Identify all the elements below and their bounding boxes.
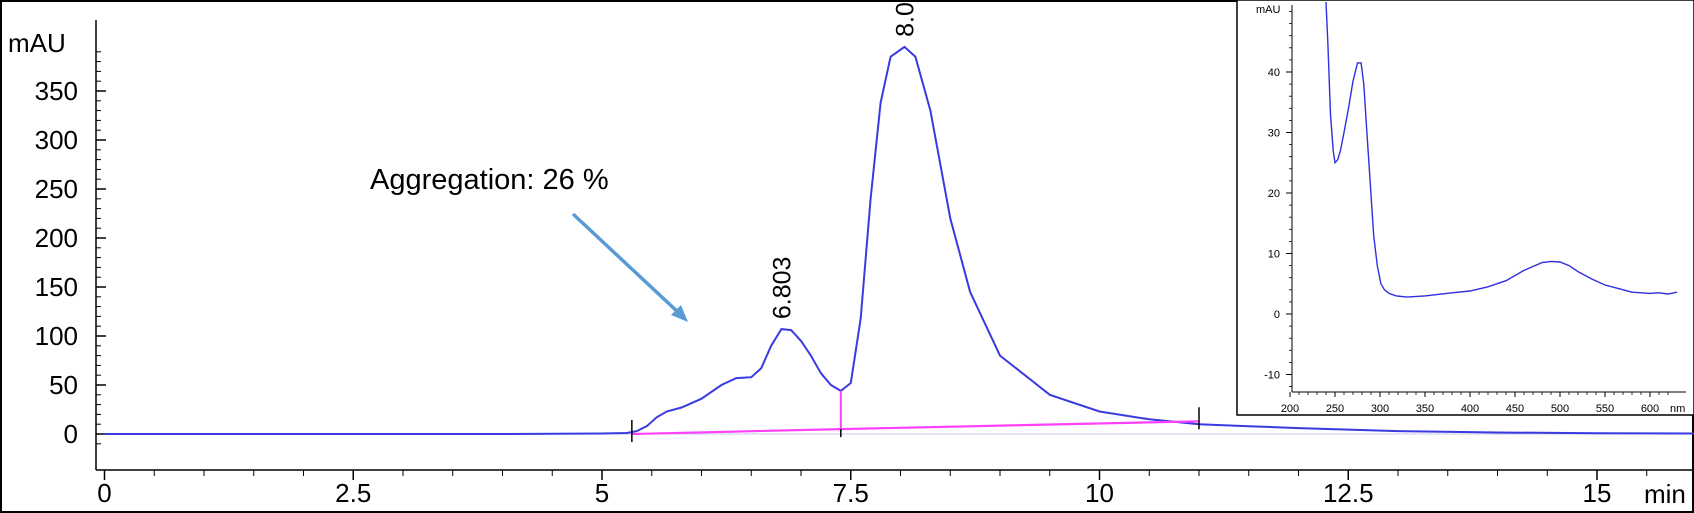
main-x-tick-label: 15 — [1583, 478, 1612, 508]
inset-y-tick-label: 10 — [1268, 249, 1280, 261]
chromatogram-trace-line — [104, 45, 1694, 435]
main-x-tick-label: 5 — [595, 478, 609, 508]
inset-x-tick-label: 550 — [1596, 403, 1614, 415]
inset-x-tick-label: 200 — [1281, 403, 1299, 415]
main-y-tick-label: 200 — [35, 223, 78, 253]
inset-y-axis-label: mAU — [1256, 4, 1281, 16]
main-y-tick-label: 250 — [35, 174, 78, 204]
inset-x-tick-label: 300 — [1371, 403, 1389, 415]
inset-x-tick-label: 450 — [1506, 403, 1524, 415]
uv-spectrum-line — [1325, 1, 1678, 298]
aggregation-annotation: Aggregation: 26 % — [370, 164, 609, 196]
main-x-tick-label: 0 — [97, 478, 111, 508]
inset-y-tick-label: 20 — [1268, 188, 1280, 200]
inset-x-tick-label: 600 — [1641, 403, 1659, 415]
inset-x-tick-label: 500 — [1551, 403, 1569, 415]
integration-baseline-line — [631, 420, 1200, 436]
integration-marks — [631, 390, 1200, 442]
inset-x-tick-label: 350 — [1416, 403, 1434, 415]
main-x-axis-label: min — [1644, 479, 1686, 509]
inset-y-tick-label: 0 — [1274, 309, 1280, 321]
main-y-tick-label: 300 — [35, 125, 78, 155]
inset-uv-spectrum: -10 0 10 20 30 40 200 250 300 350 400 450 500 550 600… — [1236, 0, 1694, 416]
main-y-axis-label: mAU — [8, 28, 66, 58]
inset-y-tick-label: -10 — [1264, 370, 1280, 382]
main-x-tick-label: 12.5 — [1323, 478, 1374, 508]
peak-label-8040: 8.040 — [891, 0, 919, 37]
inset-y-tick-label: 30 — [1268, 128, 1280, 140]
peak-label-6803: 6.803 — [768, 257, 796, 320]
main-x-tick-label: 2.5 — [335, 478, 371, 508]
inset-background — [1236, 0, 1694, 416]
aggregation-arrow-shaft — [571, 212, 682, 316]
main-y-ticks: 0 50 100 150 200 250 300 350 — [35, 51, 106, 449]
main-y-tick-label: 100 — [35, 321, 78, 351]
main-y-tick-label: 50 — [49, 370, 78, 400]
aggregation-arrow-head — [671, 305, 688, 322]
inset-x-tick-label: 400 — [1461, 403, 1479, 415]
main-y-tick-label: 0 — [64, 419, 78, 449]
main-y-tick-label: 150 — [35, 272, 78, 302]
inset-series-group — [1325, 1, 1678, 298]
main-x-tick-label: 7.5 — [833, 478, 869, 508]
inset-y-ticks: -10 0 10 20 30 40 — [1264, 11, 1292, 388]
inset-x-ticks: 200 250 300 350 400 450 500 550 600 — [1281, 392, 1669, 415]
main-y-tick-label: 350 — [35, 76, 78, 106]
inset-x-tick-label: 250 — [1326, 403, 1344, 415]
inset-x-axis-label: nm — [1670, 403, 1685, 415]
inset-y-tick-label: 40 — [1268, 67, 1280, 79]
main-x-tick-label: 10 — [1085, 478, 1114, 508]
main-x-ticks: 0 2.5 5 7.5 10 12.5 15 — [97, 470, 1648, 508]
